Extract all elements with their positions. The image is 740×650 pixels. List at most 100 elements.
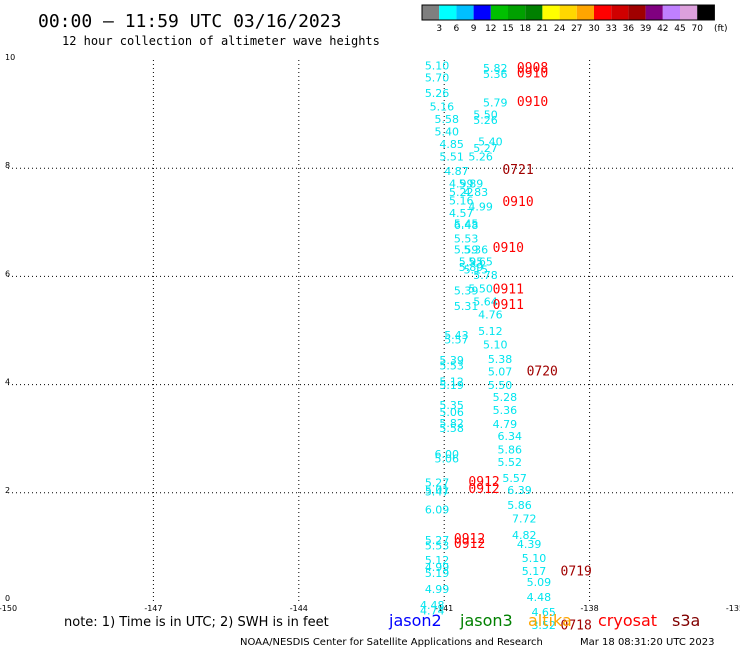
swh-value-label: 4.99 [449, 178, 474, 191]
swh-value-label: 5.57 [502, 472, 527, 485]
swh-value-label: 6.48 [454, 219, 479, 232]
swh-value-label: 5.09 [527, 576, 552, 589]
swh-value-label: 6.09 [425, 503, 450, 516]
swh-value-label: 5.40 [435, 126, 460, 139]
swh-value-label: 5.58 [435, 113, 460, 126]
swh-value-label: 5.89 [459, 261, 484, 274]
swh-value-label: 5.53 [425, 540, 450, 553]
x-tick-label: -135 [726, 604, 740, 613]
colorbar-swatch [439, 5, 457, 20]
colorbar-label: 42 [657, 24, 668, 34]
colorbar-label: 24 [554, 24, 566, 34]
colorbar-label: 15 [502, 24, 513, 34]
y-tick-label: 8 [5, 161, 10, 170]
swh-value-label: 5.40 [478, 135, 503, 148]
swh-value-label: 5.27 [425, 534, 450, 547]
swh-value-label: 5.01 [425, 483, 450, 496]
swh-value-label: 5.06 [439, 406, 464, 419]
colorbar-label: 30 [588, 24, 600, 34]
swh-value-label: 4.57 [449, 207, 474, 220]
colorbar-swatch [422, 5, 440, 20]
swh-value-label: 3.52 [531, 619, 556, 632]
colorbar-swatch [697, 5, 715, 20]
axis-tick-labels: -150 -147 -144 -141 -138 -135 0 2 4 6 8 10 [0, 53, 740, 613]
swh-value-label: 4.48 [420, 599, 445, 612]
y-tick-label: 4 [5, 378, 10, 387]
pass-time-label: 0910 [493, 241, 524, 256]
colorbar-label: 21 [537, 24, 548, 34]
colorbar-label: 12 [485, 24, 496, 34]
swh-value-label: 5.89 [459, 178, 484, 191]
swh-value-label: 5.59 [454, 244, 479, 257]
colorbar-swatch [508, 5, 526, 20]
pass-time-label: 0721 [502, 163, 533, 178]
x-tick-label: -138 [581, 604, 599, 613]
swh-value-label: 5.65 [468, 256, 493, 269]
swh-value-label: 5.38 [488, 353, 513, 366]
legend-jason2: jason2 [388, 611, 442, 630]
swh-value-label: 5.12 [478, 325, 503, 338]
swh-value-label: 5.70 [425, 72, 450, 85]
colorbar-swatch [611, 5, 629, 20]
swh-value-label: 5.86 [498, 443, 522, 456]
color-scale-bar: 3 6 9 12 15 18 21 24 27 30 33 36 39 42 45 70 [421, 4, 715, 34]
swh-value-label: 6.34 [498, 430, 522, 443]
legend-s3a: s3a [672, 611, 700, 630]
swh-value-label: 5.22 [449, 186, 474, 199]
swh-value-label: 5.36 [493, 404, 517, 417]
swh-value-label: 5.28 [493, 391, 517, 404]
x-tick-label: -144 [290, 604, 308, 613]
x-tick-label: -147 [144, 604, 162, 613]
swh-value-label: 5.79 [483, 97, 508, 110]
colorbar-swatch [542, 5, 560, 20]
swh-value-label: 5.78 [473, 269, 498, 282]
swh-value-label: 5.19 [425, 567, 450, 580]
swh-value-label: 5.17 [522, 565, 547, 578]
pass-time-label: 0912 [468, 475, 499, 490]
swh-value-label: 5.10 [425, 60, 450, 73]
colorbar-label: 3 [436, 24, 442, 34]
swh-value-label: 4.99 [425, 583, 450, 596]
colorbar-label: 70 [691, 24, 703, 34]
swh-value-label: 5.12 [425, 554, 450, 567]
pass-time-label: 0910 [517, 95, 548, 110]
colorbar-swatch [576, 5, 594, 20]
swh-value-label: 4.83 [464, 186, 489, 199]
swh-value-label: 4.79 [493, 418, 517, 431]
colorbar-swatch [490, 5, 508, 20]
swh-value-label: 5.27 [425, 476, 450, 489]
swh-value-label: 5.53 [439, 359, 464, 372]
pass-time-label: 0718 [561, 619, 592, 634]
swh-value-label: 7.72 [512, 513, 537, 526]
swh-value-label: 5.57 [444, 333, 469, 346]
swh-value-label: 5.50 [473, 108, 498, 121]
colorbar-swatch [628, 5, 646, 20]
colorbar-label: 18 [519, 24, 531, 34]
swh-value-label: 5.26 [425, 87, 450, 100]
colorbar-swatch [559, 5, 577, 20]
colorbar-swatch [680, 5, 698, 20]
pass-time-label: 0912 [454, 532, 485, 547]
y-tick-label: 2 [5, 486, 10, 495]
satellite-legend: jason2 jason3 altika cryosat s3a [388, 611, 700, 630]
swh-value-label: 6.00 [435, 448, 460, 461]
pass-time-label: 0912 [468, 482, 499, 497]
colorbar-label: 33 [605, 24, 616, 34]
legend-cryosat: cryosat [598, 611, 657, 630]
swh-value-label: 5.47 [425, 486, 450, 499]
swh-value-label: 5.16 [430, 100, 455, 113]
pass-time-label: 0912 [454, 537, 485, 552]
colorbar-swatch [473, 5, 491, 20]
x-tick-label: -141 [435, 604, 453, 613]
swh-value-label: 4.85 [439, 138, 464, 151]
y-tick-label: 0 [5, 594, 10, 603]
swh-value-label: 5.10 [483, 338, 508, 351]
swh-value-label: 4.82 [512, 529, 537, 542]
swh-value-label: 5.19 [439, 379, 464, 392]
chart-title: 00:00 – 11:59 UTC 03/16/2023 [38, 11, 341, 32]
chart-subtitle: 12 hour collection of altimeter wave hei… [62, 34, 380, 48]
colorbar-label: 39 [640, 24, 652, 34]
colorbar-label: 27 [571, 24, 582, 34]
colorbar-swatch [525, 5, 543, 20]
